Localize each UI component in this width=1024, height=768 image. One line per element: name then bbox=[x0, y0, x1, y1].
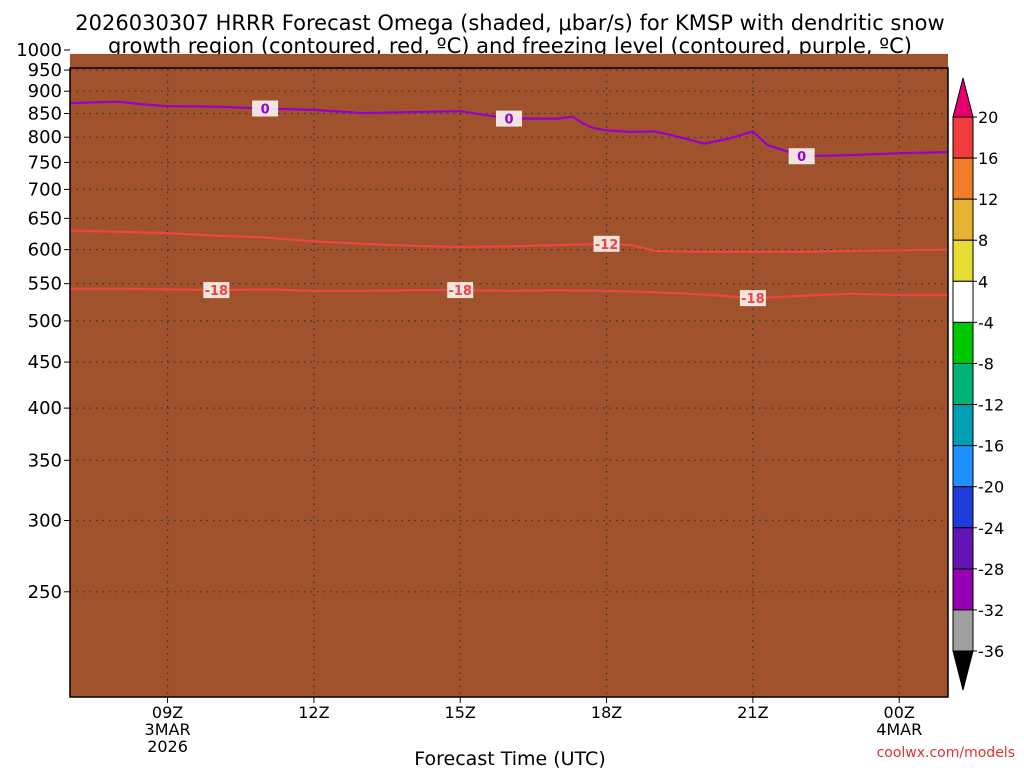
colorbar-label-12: -32 bbox=[978, 601, 1004, 620]
colorbar-box-2 bbox=[952, 198, 974, 241]
contour-label-bg-dgz_minus18-0 bbox=[203, 282, 230, 299]
xtick-label-09Z: 09Z bbox=[152, 703, 183, 722]
contour-freezing_level bbox=[70, 100, 948, 158]
colorbar-label-0: 20 bbox=[978, 108, 998, 127]
ytick-label-300: 300 bbox=[28, 511, 62, 532]
contour-label-dgz_minus18-0: -18 bbox=[205, 284, 229, 299]
xtick-sublabel-09Z-1: 2026 bbox=[147, 737, 188, 756]
ytick-label-250: 250 bbox=[28, 582, 62, 603]
colorbar-label-9: -20 bbox=[978, 478, 1004, 497]
colorbar-label-7: -12 bbox=[978, 396, 1004, 415]
ytick-label-850: 850 bbox=[28, 104, 62, 125]
ytick-label-650: 650 bbox=[28, 208, 62, 229]
xtick-label-00Z: 00Z bbox=[884, 703, 915, 722]
xtick-label-15Z: 15Z bbox=[445, 703, 476, 722]
ytick-label-800: 800 bbox=[28, 127, 62, 148]
colorbar-label-11: -28 bbox=[978, 560, 1004, 579]
colorbar-label-8: -16 bbox=[978, 437, 1004, 456]
contour-label-freezing_level-2: 0 bbox=[797, 150, 806, 165]
colorbar-label-3: 8 bbox=[978, 231, 988, 250]
colorbar-box-5 bbox=[952, 321, 974, 364]
temperature-contours: -18 -18 -18 -12 0 0 0 bbox=[70, 100, 948, 307]
contour-label-freezing_level-1: 0 bbox=[504, 113, 513, 128]
contour-label-dgz_minus18-2: -18 bbox=[741, 292, 765, 307]
colorbar-label-2: 12 bbox=[978, 190, 998, 209]
ytick-label-500: 500 bbox=[28, 311, 62, 332]
xtick-label-21Z: 21Z bbox=[737, 703, 768, 722]
colorbar-label-5: -4 bbox=[978, 313, 994, 332]
colorbar-box-10 bbox=[952, 527, 974, 570]
plot-frame bbox=[69, 67, 949, 698]
colorbar-box-12 bbox=[952, 609, 974, 652]
ytick-label-1000: 1000 bbox=[16, 40, 62, 61]
ytick-label-700: 700 bbox=[28, 179, 62, 200]
colorbar-label-4: 4 bbox=[978, 272, 988, 291]
colorbar-box-4 bbox=[952, 280, 974, 323]
credit-text: coolwx.com/models bbox=[877, 745, 1015, 761]
xtick-sublabel-09Z-0: 3MAR bbox=[145, 720, 191, 739]
chart-title-line1: 2026030307 HRRR Forecast Omega (shaded, … bbox=[75, 11, 944, 35]
pressure-gridlines bbox=[70, 68, 948, 697]
ytick-label-350: 350 bbox=[28, 450, 62, 471]
colorbar-box-7 bbox=[952, 404, 974, 447]
contour-label-dgz_minus12-0: -12 bbox=[595, 238, 619, 253]
colorbar-label-6: -8 bbox=[978, 354, 994, 373]
colorbar-label-10: -24 bbox=[978, 519, 1004, 538]
x-axis-title: Forecast Time (UTC) bbox=[414, 748, 605, 768]
colorbar-box-9 bbox=[952, 486, 974, 529]
contour-label-bg-freezing_level-2 bbox=[788, 148, 815, 165]
colorbar-label-1: 16 bbox=[978, 149, 998, 168]
ytick-label-450: 450 bbox=[28, 352, 62, 373]
ytick-label-550: 550 bbox=[28, 274, 62, 295]
contour-label-bg-freezing_level-0 bbox=[252, 100, 279, 117]
pressure-axis: 2503003504004505005506006507007508008509… bbox=[16, 40, 70, 603]
contour-label-bg-dgz_minus12-0 bbox=[593, 235, 620, 252]
contour-dgz_minus12 bbox=[70, 229, 948, 253]
colorbar-box-6 bbox=[952, 362, 974, 406]
colorbar-top-triangle bbox=[952, 77, 974, 118]
colorbar-box-0 bbox=[952, 116, 974, 159]
ytick-label-900: 900 bbox=[28, 81, 62, 102]
colorbar-box-11 bbox=[952, 568, 974, 611]
contour-label-bg-dgz_minus18-1 bbox=[447, 282, 474, 299]
colorbar-box-1 bbox=[952, 157, 974, 200]
ytick-label-400: 400 bbox=[28, 398, 62, 419]
contour-label-freezing_level-0: 0 bbox=[261, 102, 270, 117]
surface-fill bbox=[70, 53, 948, 698]
colorbar: 20 16 12 8 4 -4 -8 -12 -16 -20 -24 -28 -32 -36 bbox=[952, 77, 1004, 691]
contour-label-dgz_minus18-1: -18 bbox=[448, 284, 472, 299]
contour-label-bg-dgz_minus18-2 bbox=[739, 290, 766, 307]
colorbar-label-13: -36 bbox=[978, 642, 1004, 661]
ytick-label-750: 750 bbox=[28, 152, 62, 173]
colorbar-box-8 bbox=[952, 445, 974, 488]
ytick-label-950: 950 bbox=[28, 60, 62, 81]
xtick-sublabel-00Z-0: 4MAR bbox=[876, 720, 922, 739]
contour-label-bg-freezing_level-1 bbox=[496, 110, 522, 127]
colorbar-bottom-triangle bbox=[952, 650, 974, 691]
colorbar-box-3 bbox=[952, 239, 974, 282]
xtick-label-12Z: 12Z bbox=[298, 703, 329, 722]
xtick-label-18Z: 18Z bbox=[591, 703, 622, 722]
surface-layer bbox=[70, 53, 948, 698]
ytick-label-600: 600 bbox=[28, 240, 62, 261]
